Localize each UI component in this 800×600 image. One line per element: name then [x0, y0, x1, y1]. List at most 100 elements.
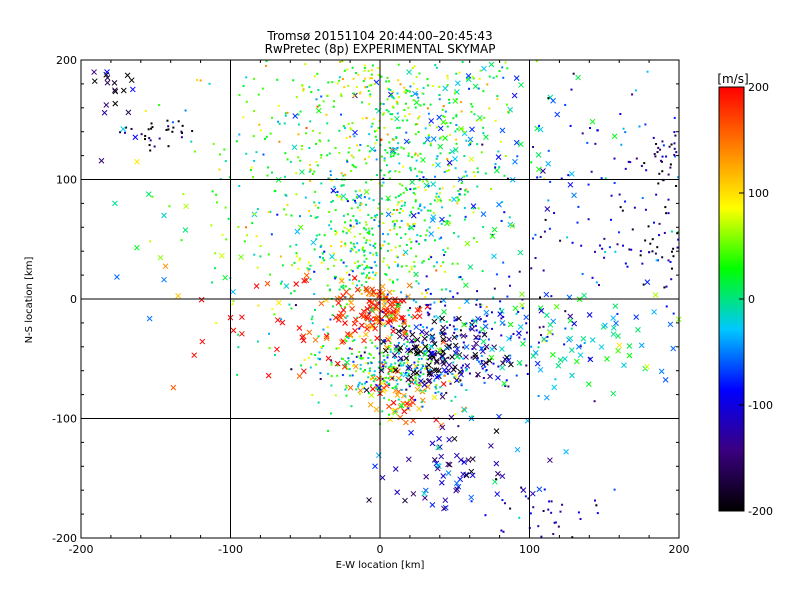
- data-point: [646, 70, 649, 73]
- data-point: [480, 359, 483, 362]
- data-point: [265, 59, 268, 62]
- data-point: [363, 314, 370, 320]
- data-point: [367, 89, 370, 92]
- data-point: [476, 143, 479, 146]
- data-point: [318, 358, 321, 361]
- data-point: [492, 296, 495, 299]
- data-point: [274, 189, 277, 192]
- data-point: [372, 117, 375, 120]
- data-point: [493, 287, 496, 290]
- data-point: [400, 236, 403, 239]
- data-point: [419, 328, 425, 335]
- data-point: [309, 278, 312, 281]
- data-point: [539, 235, 542, 238]
- data-point: [672, 247, 675, 250]
- data-point: [368, 150, 371, 153]
- data-point: [290, 368, 293, 371]
- data-point: [525, 331, 528, 334]
- data-point: [361, 248, 364, 251]
- data-point: [334, 146, 337, 149]
- data-point: [367, 227, 370, 230]
- data-point: [351, 163, 354, 166]
- data-point: [515, 312, 518, 315]
- data-point: [329, 170, 332, 173]
- data-point: [309, 120, 312, 123]
- data-point: [468, 468, 475, 475]
- data-point: [391, 352, 398, 359]
- data-point: [664, 206, 667, 209]
- data-point: [540, 333, 543, 336]
- data-point: [381, 310, 384, 313]
- data-point: [368, 232, 371, 235]
- data-point: [399, 362, 402, 365]
- data-point: [602, 322, 608, 329]
- data-point: [590, 170, 593, 173]
- data-point: [411, 67, 414, 70]
- data-point: [337, 347, 340, 350]
- data-point: [384, 380, 387, 383]
- data-point: [396, 383, 399, 386]
- data-point: [392, 97, 395, 100]
- data-point: [421, 391, 424, 394]
- data-point: [359, 289, 362, 292]
- data-point: [230, 288, 236, 295]
- data-point: [433, 301, 436, 304]
- data-point: [387, 171, 390, 174]
- data-point: [499, 473, 506, 480]
- data-point: [548, 227, 551, 230]
- data-point: [286, 111, 289, 114]
- data-point: [374, 216, 377, 219]
- data-point: [366, 231, 369, 234]
- data-point: [414, 377, 417, 380]
- data-point: [372, 325, 378, 332]
- data-point: [321, 257, 324, 260]
- data-point: [345, 340, 348, 343]
- data-point: [428, 118, 435, 124]
- data-point: [460, 181, 463, 184]
- data-point: [385, 381, 388, 384]
- data-point: [457, 235, 460, 238]
- data-point: [352, 129, 358, 136]
- data-point: [397, 153, 400, 156]
- data-point: [641, 197, 644, 200]
- data-point: [149, 149, 152, 152]
- data-point: [480, 354, 483, 357]
- data-point: [422, 142, 425, 145]
- data-point: [575, 343, 582, 350]
- data-point: [357, 355, 360, 358]
- data-point: [414, 200, 417, 203]
- data-point: [448, 214, 451, 217]
- data-point: [358, 280, 361, 283]
- data-point: [398, 226, 401, 229]
- data-point: [443, 170, 446, 173]
- data-point: [394, 196, 397, 199]
- data-point: [611, 133, 618, 140]
- data-point: [325, 355, 332, 362]
- data-point: [619, 206, 622, 209]
- data-point: [344, 316, 347, 319]
- data-point: [455, 98, 458, 101]
- data-point: [407, 106, 410, 109]
- data-point: [420, 292, 423, 295]
- data-point: [182, 227, 189, 233]
- data-point: [300, 364, 303, 367]
- data-point: [251, 176, 254, 179]
- data-point: [379, 474, 386, 481]
- data-point: [543, 230, 546, 233]
- data-point: [293, 261, 296, 264]
- data-point: [449, 122, 452, 125]
- data-point: [490, 188, 493, 191]
- data-point: [408, 141, 411, 144]
- data-point: [400, 392, 407, 399]
- data-point: [440, 222, 443, 225]
- data-point: [267, 253, 270, 256]
- data-point: [475, 299, 478, 302]
- data-point: [389, 229, 392, 232]
- data-point: [390, 325, 393, 328]
- data-point: [463, 175, 466, 178]
- data-point: [407, 152, 410, 155]
- data-point: [460, 366, 463, 369]
- data-point: [251, 222, 254, 225]
- data-point: [355, 222, 358, 225]
- data-point: [424, 384, 431, 390]
